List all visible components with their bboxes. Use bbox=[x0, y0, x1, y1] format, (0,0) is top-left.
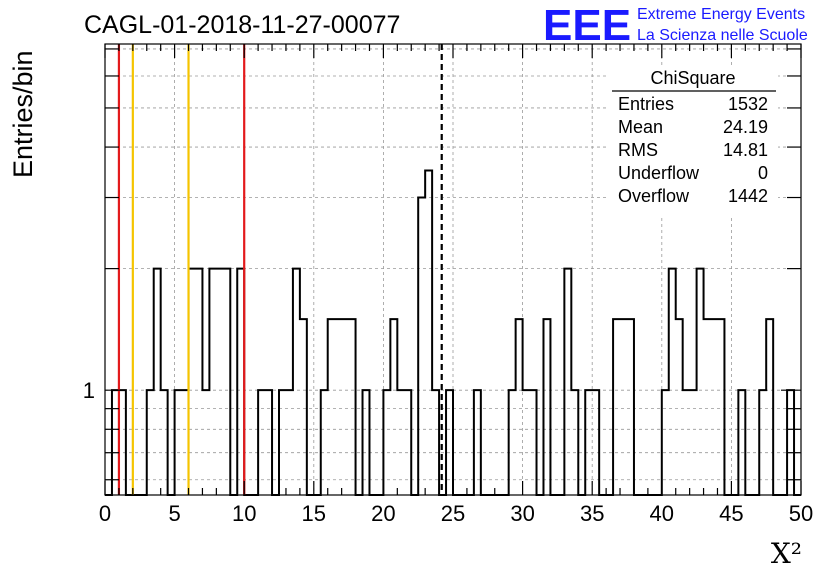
x-tick-label: 30 bbox=[510, 501, 534, 526]
stats-label: Entries bbox=[618, 94, 674, 114]
stats-label: Mean bbox=[618, 117, 663, 137]
eee-logo: EEE Extreme Energy Events La Scienza nel… bbox=[543, 1, 808, 50]
stats-box: ChiSquare Entries 1532 Mean 24.19 RMS 14.81 Un… bbox=[608, 65, 778, 215]
stats-label: Underflow bbox=[618, 163, 700, 183]
stats-box-background bbox=[608, 65, 778, 215]
x-tick-label: 35 bbox=[580, 501, 604, 526]
x-tick-label: 10 bbox=[232, 501, 256, 526]
stats-value: 14.81 bbox=[723, 140, 768, 160]
stats-value: 1442 bbox=[728, 186, 768, 206]
x-tick-labels: 0 5 10 15 20 25 30 35 40 45 50 bbox=[99, 501, 813, 526]
x-axis-title: X² bbox=[771, 537, 802, 570]
x-tick-label: 20 bbox=[371, 501, 395, 526]
y-tick-labels: 1 bbox=[83, 378, 95, 403]
x-tick-label: 5 bbox=[168, 501, 180, 526]
stats-value: 1532 bbox=[728, 94, 768, 114]
x-tick-label: 50 bbox=[789, 501, 813, 526]
y-axis-title: Entries/bin bbox=[8, 50, 38, 178]
logo-line-2: La Scienza nelle Scuole bbox=[637, 27, 808, 44]
y-tick-label: 1 bbox=[83, 378, 95, 403]
logo-line-1: Extreme Energy Events bbox=[637, 6, 805, 23]
reference-lines bbox=[117, 44, 443, 495]
x-tick-label: 15 bbox=[302, 501, 326, 526]
histogram-bars bbox=[105, 169, 801, 496]
stats-label: Overflow bbox=[618, 186, 690, 206]
stats-rows: Entries 1532 Mean 24.19 RMS 14.81 Underflow 0 Ov… bbox=[618, 94, 768, 206]
stats-label: RMS bbox=[618, 140, 658, 160]
chart-title: CAGL-01-2018-11-27-00077 bbox=[84, 11, 400, 39]
x-tick-label: 40 bbox=[650, 501, 674, 526]
stats-value: 24.19 bbox=[723, 117, 768, 137]
x-tick-label: 25 bbox=[441, 501, 465, 526]
x-tick-label: 45 bbox=[719, 501, 743, 526]
x-tick-label: 0 bbox=[99, 501, 111, 526]
stats-title: ChiSquare bbox=[650, 68, 735, 88]
logo-letters: EEE bbox=[543, 1, 631, 50]
histogram-outline bbox=[105, 169, 801, 496]
stats-value: 0 bbox=[758, 163, 768, 183]
axis-ticks bbox=[104, 44, 802, 495]
